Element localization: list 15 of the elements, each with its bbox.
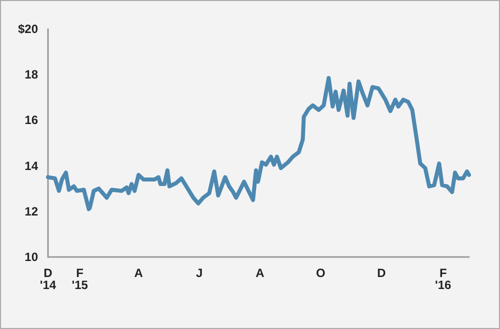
y-tick-label: 18 [24, 68, 38, 82]
x-tick-label: D [377, 266, 386, 280]
x-tick-label: A [256, 266, 265, 280]
x-tick-label: O [316, 266, 326, 280]
y-tick-label: 14 [24, 158, 38, 173]
x-tick-label: J [196, 266, 203, 280]
x-tick-label: A [134, 266, 144, 280]
y-tick-label: $20 [18, 22, 38, 36]
x-tick-label: D '14 [40, 266, 56, 292]
y-tick-label: 10 [24, 250, 38, 264]
y-tick-label: 16 [24, 113, 38, 128]
x-tick-label: F '15 [72, 266, 88, 292]
y-tick-label: 12 [24, 204, 38, 218]
line-series [46, 76, 471, 212]
x-tick-label: F '16 [435, 266, 452, 292]
